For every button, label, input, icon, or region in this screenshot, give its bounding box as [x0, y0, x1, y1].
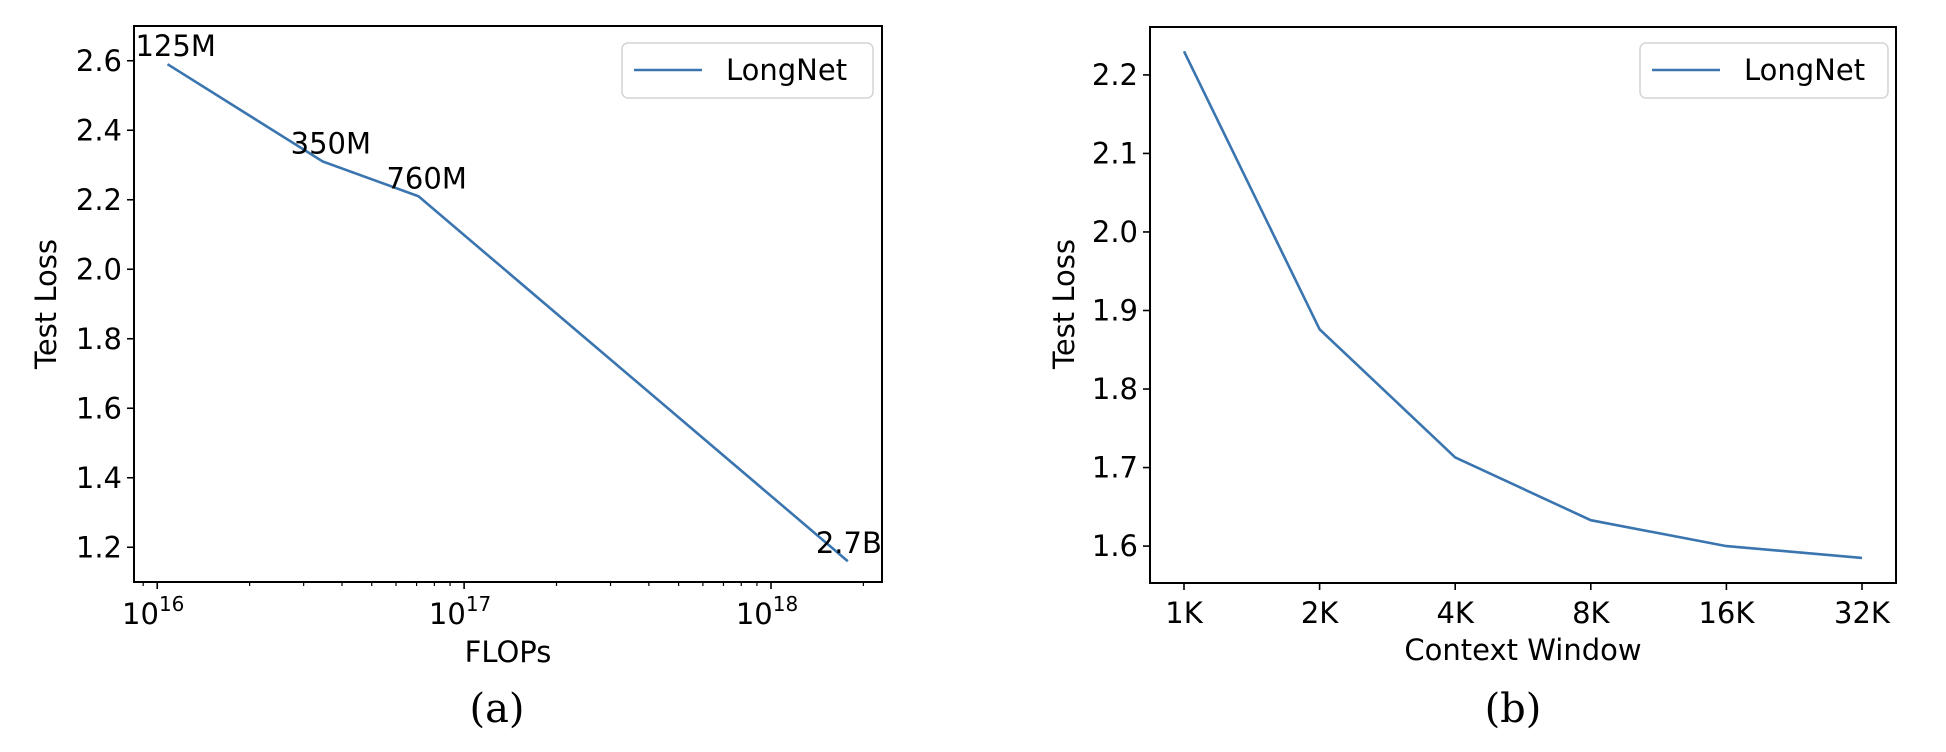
- y-axis-label-b: Test Loss: [1047, 239, 1081, 370]
- y-tick-label: 1.9: [1092, 293, 1138, 327]
- point-annotation: 350M: [291, 127, 371, 161]
- plot-area-a: [133, 25, 883, 583]
- legend-box-b: [1639, 42, 1889, 99]
- x-axis-label-b: Context Window: [1404, 633, 1641, 667]
- y-axis-label-a: Test Loss: [29, 239, 63, 370]
- x-axis-label-a: FLOPs: [465, 635, 552, 669]
- y-tick-label: 1.8: [1092, 372, 1138, 406]
- caption-a: (a): [469, 686, 524, 732]
- x-tick-label: 1K: [1165, 596, 1203, 630]
- legend-a: LongNet: [621, 42, 874, 99]
- y-tick-label: 1.4: [76, 461, 122, 495]
- x-tick-label: 1017: [429, 592, 491, 631]
- y-axis-ticks-b: 1.6 1.7 1.8 1.9 2.0 2.1 2.2: [1092, 58, 1150, 563]
- x-tick-label: 2K: [1301, 596, 1339, 630]
- y-tick-label: 1.6: [1092, 529, 1138, 563]
- y-axis-ticks-a: 1.2 1.4 1.6 1.8 2.0 2.2 2.4 2.6: [76, 44, 134, 564]
- series-line-longnet-b: [1182, 50, 1863, 560]
- y-tick-label: 1.8: [76, 322, 122, 356]
- x-tick-label: 1018: [736, 592, 798, 631]
- x-tick-label: 4K: [1436, 596, 1474, 630]
- x-axis-ticks-b: 1K 2K 4K 8K 16K 32K: [1165, 583, 1891, 630]
- y-tick-label: 1.2: [76, 530, 122, 564]
- y-tick-label: 2.1: [1092, 136, 1138, 170]
- y-tick-label: 2.0: [76, 252, 122, 286]
- x-tick-label: 1016: [122, 592, 184, 631]
- caption-b: (b): [1485, 686, 1542, 732]
- y-tick-label: 2.6: [76, 44, 122, 78]
- series-line-longnet-a: [166, 63, 849, 563]
- legend-box-a: [621, 42, 874, 99]
- x-axis-ticks-a: 1016 1017 1018: [122, 582, 864, 631]
- y-tick-label: 2.0: [1092, 215, 1138, 249]
- y-tick-label: 1.6: [76, 391, 122, 425]
- point-annotations-a: 125M 350M 760M 2.7B: [135, 29, 881, 560]
- point-annotation: 2.7B: [816, 526, 882, 560]
- y-tick-label: 2.4: [76, 113, 122, 147]
- x-tick-label: 32K: [1834, 596, 1891, 630]
- x-tick-label: 8K: [1572, 596, 1610, 630]
- chart-panel-b: 1.6 1.7 1.8 1.9 2.0 2.1 2.2 1K 2K 4K 8K 16K 32K Lon…: [1047, 26, 1897, 732]
- legend-b: LongNet: [1639, 42, 1889, 99]
- y-tick-label: 2.2: [76, 183, 122, 217]
- chart-panel-a: 1.2 1.4 1.6 1.8 2.0 2.2 2.4 2.6 1016 1017 1018 12…: [29, 25, 883, 732]
- y-tick-label: 2.2: [1092, 58, 1138, 92]
- legend-label-a: LongNet: [726, 53, 847, 87]
- y-tick-label: 1.7: [1092, 451, 1138, 485]
- point-annotation: 760M: [386, 161, 466, 195]
- plot-area-b: [1149, 26, 1897, 584]
- x-tick-label: 16K: [1698, 596, 1755, 630]
- legend-label-b: LongNet: [1744, 53, 1865, 87]
- point-annotation: 125M: [135, 29, 215, 63]
